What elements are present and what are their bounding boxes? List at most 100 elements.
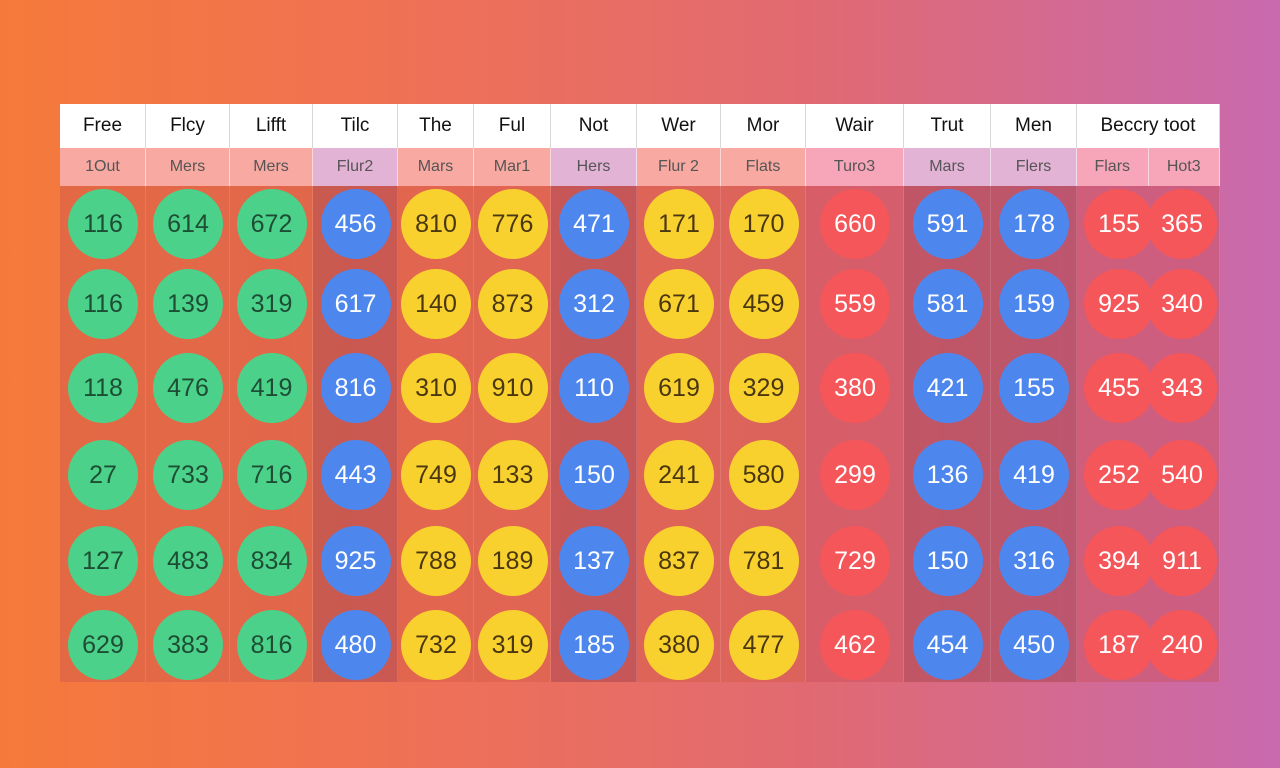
number-ball[interactable]: 788: [401, 526, 471, 596]
number-ball[interactable]: 629: [68, 610, 138, 680]
number-ball[interactable]: 340: [1147, 269, 1217, 339]
number-ball[interactable]: 159: [999, 269, 1069, 339]
column-header[interactable]: Not: [551, 104, 637, 148]
number-ball[interactable]: 150: [559, 440, 629, 510]
column-header[interactable]: Mor: [721, 104, 806, 148]
number-ball[interactable]: 380: [644, 610, 714, 680]
number-ball[interactable]: 455: [1084, 353, 1154, 423]
number-ball[interactable]: 614: [153, 189, 223, 259]
number-ball[interactable]: 178: [999, 189, 1069, 259]
number-ball[interactable]: 139: [153, 269, 223, 339]
number-ball[interactable]: 749: [401, 440, 471, 510]
number-ball[interactable]: 729: [820, 526, 890, 596]
column-subheader: Mars: [904, 148, 991, 186]
number-ball[interactable]: 155: [999, 353, 1069, 423]
number-ball[interactable]: 480: [320, 610, 391, 680]
number-ball[interactable]: 776: [477, 189, 548, 259]
number-ball[interactable]: 241: [644, 440, 714, 510]
number-ball[interactable]: 816: [236, 610, 307, 680]
number-ball[interactable]: 187: [1084, 610, 1154, 680]
number-ball[interactable]: 319: [236, 269, 307, 339]
number-ball[interactable]: 716: [236, 440, 307, 510]
column-header[interactable]: Wer: [637, 104, 721, 148]
column-header[interactable]: Free: [60, 104, 146, 148]
number-ball[interactable]: 312: [559, 269, 629, 339]
column-header[interactable]: The: [398, 104, 474, 148]
number-ball[interactable]: 118: [68, 353, 138, 423]
column-header[interactable]: Men: [991, 104, 1077, 148]
number-ball[interactable]: 127: [68, 526, 138, 596]
number-ball[interactable]: 133: [477, 440, 548, 510]
number-ball[interactable]: 150: [912, 526, 983, 596]
number-ball[interactable]: 380: [820, 353, 890, 423]
number-ball[interactable]: 660: [820, 189, 890, 259]
number-ball[interactable]: 140: [401, 269, 471, 339]
number-ball[interactable]: 421: [912, 353, 983, 423]
column-header[interactable]: Flcy: [146, 104, 230, 148]
number-ball[interactable]: 873: [477, 269, 548, 339]
number-ball[interactable]: 483: [153, 526, 223, 596]
number-ball[interactable]: 580: [728, 440, 799, 510]
number-ball[interactable]: 559: [820, 269, 890, 339]
number-ball[interactable]: 617: [320, 269, 391, 339]
number-ball[interactable]: 471: [559, 189, 629, 259]
number-ball[interactable]: 170: [728, 189, 799, 259]
number-ball[interactable]: 581: [912, 269, 983, 339]
number-ball[interactable]: 252: [1084, 440, 1154, 510]
column-header[interactable]: Tilc: [313, 104, 398, 148]
number-ball[interactable]: 383: [153, 610, 223, 680]
number-ball[interactable]: 454: [912, 610, 983, 680]
number-ball[interactable]: 310: [401, 353, 471, 423]
column-subheader: Hers: [551, 148, 637, 186]
number-ball[interactable]: 540: [1147, 440, 1217, 510]
number-ball[interactable]: 171: [644, 189, 714, 259]
number-ball[interactable]: 925: [1084, 269, 1154, 339]
number-ball[interactable]: 476: [153, 353, 223, 423]
number-ball[interactable]: 319: [477, 610, 548, 680]
number-ball[interactable]: 462: [820, 610, 890, 680]
number-ball[interactable]: 189: [477, 526, 548, 596]
number-ball[interactable]: 419: [999, 440, 1069, 510]
number-ball[interactable]: 343: [1147, 353, 1217, 423]
number-ball[interactable]: 27: [68, 440, 138, 510]
number-ball[interactable]: 459: [728, 269, 799, 339]
number-ball[interactable]: 419: [236, 353, 307, 423]
number-ball[interactable]: 316: [999, 526, 1069, 596]
number-ball[interactable]: 240: [1147, 610, 1217, 680]
number-ball[interactable]: 477: [728, 610, 799, 680]
number-ball[interactable]: 925: [320, 526, 391, 596]
number-ball[interactable]: 816: [320, 353, 391, 423]
column-header[interactable]: Lifft: [230, 104, 313, 148]
number-ball[interactable]: 116: [68, 269, 138, 339]
number-ball[interactable]: 619: [644, 353, 714, 423]
number-ball[interactable]: 781: [728, 526, 799, 596]
number-ball[interactable]: 911: [1147, 526, 1217, 596]
grid-body: 116 116 118 27 127 629 614 139 476 733 483 383 672 31…: [60, 186, 1220, 682]
number-ball[interactable]: 155: [1084, 189, 1154, 259]
number-ball[interactable]: 672: [236, 189, 307, 259]
number-ball[interactable]: 732: [401, 610, 471, 680]
number-ball[interactable]: 136: [912, 440, 983, 510]
number-ball[interactable]: 110: [559, 353, 629, 423]
number-ball[interactable]: 837: [644, 526, 714, 596]
number-ball[interactable]: 456: [320, 189, 391, 259]
number-ball[interactable]: 329: [728, 353, 799, 423]
number-ball[interactable]: 394: [1084, 526, 1154, 596]
number-ball[interactable]: 365: [1147, 189, 1217, 259]
column-header[interactable]: Wair: [806, 104, 904, 148]
number-ball[interactable]: 299: [820, 440, 890, 510]
column-header[interactable]: Ful: [474, 104, 551, 148]
number-ball[interactable]: 834: [236, 526, 307, 596]
number-ball[interactable]: 450: [999, 610, 1069, 680]
column-header[interactable]: Beccry toot: [1077, 104, 1220, 148]
column-header[interactable]: Trut: [904, 104, 991, 148]
number-ball[interactable]: 185: [559, 610, 629, 680]
number-ball[interactable]: 810: [401, 189, 471, 259]
number-ball[interactable]: 137: [559, 526, 629, 596]
number-ball[interactable]: 733: [153, 440, 223, 510]
number-ball[interactable]: 671: [644, 269, 714, 339]
number-ball[interactable]: 443: [320, 440, 391, 510]
number-ball[interactable]: 591: [912, 189, 983, 259]
number-ball[interactable]: 910: [477, 353, 548, 423]
number-ball[interactable]: 116: [68, 189, 138, 259]
